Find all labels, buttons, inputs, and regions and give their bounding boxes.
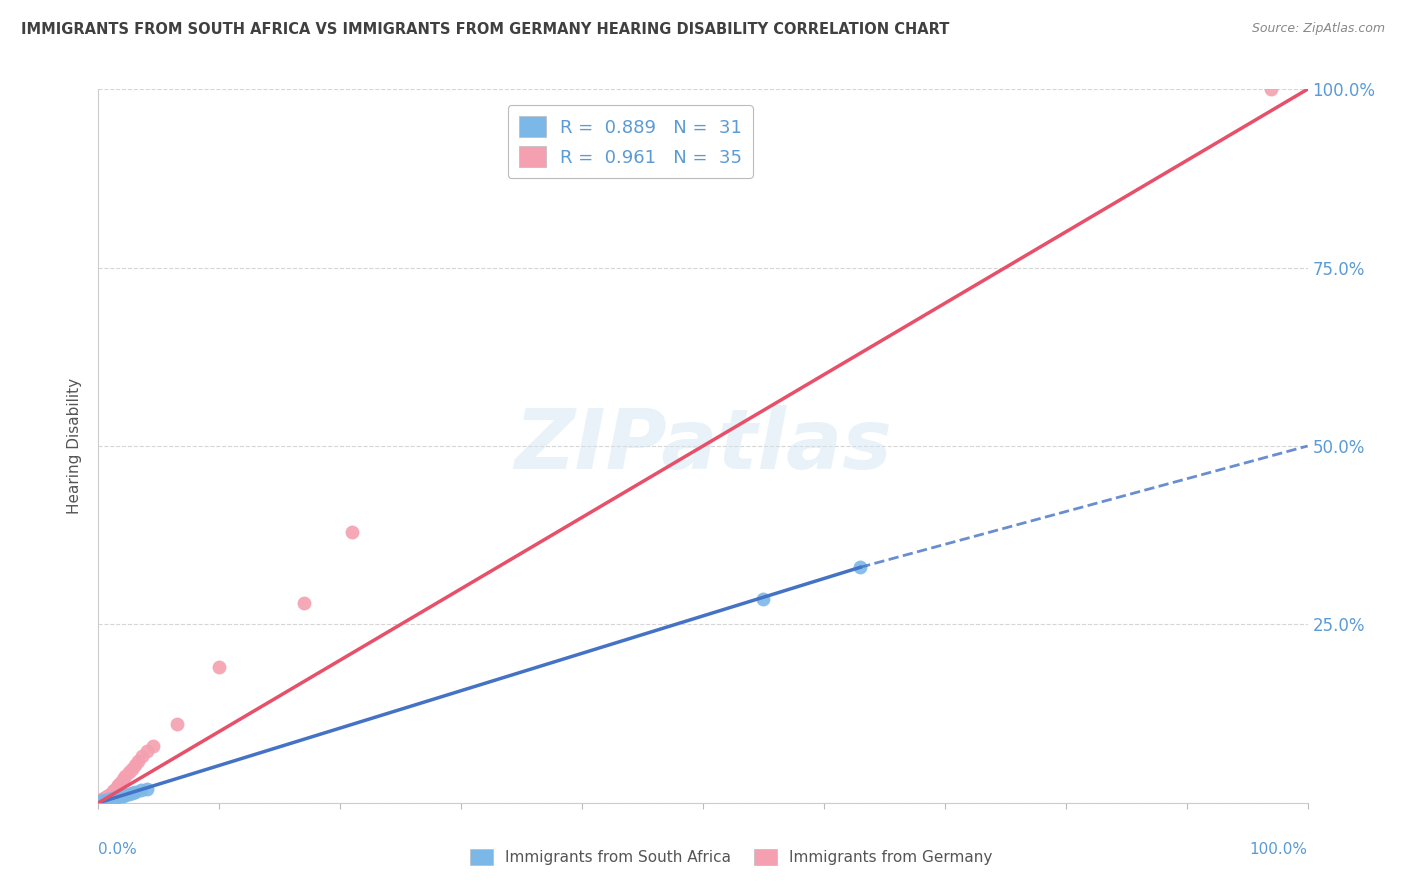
Text: ZIPatlas: ZIPatlas xyxy=(515,406,891,486)
Point xyxy=(849,560,872,574)
Point xyxy=(108,776,131,790)
Point xyxy=(342,524,364,539)
Point xyxy=(118,765,141,780)
Point xyxy=(114,788,136,802)
Point xyxy=(91,794,114,808)
Point xyxy=(104,790,127,805)
Point xyxy=(1260,82,1282,96)
Point xyxy=(129,783,152,797)
Point xyxy=(292,596,315,610)
Point xyxy=(89,794,111,808)
Point xyxy=(131,749,153,764)
Point xyxy=(94,794,117,808)
Point xyxy=(97,789,120,803)
Point xyxy=(166,717,188,731)
Point xyxy=(91,793,114,807)
Point xyxy=(91,791,114,805)
Point xyxy=(90,793,112,807)
Point xyxy=(752,592,775,607)
Point xyxy=(91,792,114,806)
Point xyxy=(107,778,129,792)
Point xyxy=(91,792,114,806)
Point xyxy=(91,794,114,808)
Point xyxy=(111,772,134,787)
Point xyxy=(100,787,122,801)
Text: 0.0%: 0.0% xyxy=(98,842,138,857)
Point xyxy=(124,758,146,772)
Point xyxy=(96,789,118,804)
Point xyxy=(89,795,111,809)
Text: Source: ZipAtlas.com: Source: ZipAtlas.com xyxy=(1251,22,1385,36)
Point xyxy=(105,780,128,794)
Point xyxy=(124,785,146,799)
Legend: Immigrants from South Africa, Immigrants from Germany: Immigrants from South Africa, Immigrants… xyxy=(464,843,998,871)
Point xyxy=(100,786,122,800)
Point xyxy=(90,795,112,809)
Point xyxy=(121,786,143,800)
Point xyxy=(103,790,125,805)
Point xyxy=(96,794,118,808)
Point xyxy=(93,791,115,805)
Point xyxy=(93,790,115,805)
Point xyxy=(103,783,125,797)
Y-axis label: Hearing Disability: Hearing Disability xyxy=(67,378,83,514)
Point xyxy=(107,789,129,804)
Point xyxy=(91,794,114,808)
Point xyxy=(91,795,114,809)
Point xyxy=(135,744,157,758)
Point xyxy=(98,788,121,802)
Text: IMMIGRANTS FROM SOUTH AFRICA VS IMMIGRANTS FROM GERMANY HEARING DISABILITY CORRE: IMMIGRANTS FROM SOUTH AFRICA VS IMMIGRAN… xyxy=(21,22,949,37)
Point xyxy=(100,792,122,806)
Point xyxy=(111,789,134,803)
Point xyxy=(101,791,124,805)
Point xyxy=(93,794,115,808)
Point xyxy=(135,781,157,796)
Point xyxy=(90,794,112,808)
Point xyxy=(142,739,165,753)
Legend: R =  0.889   N =  31, R =  0.961   N =  35: R = 0.889 N = 31, R = 0.961 N = 35 xyxy=(508,105,754,178)
Point xyxy=(96,790,118,805)
Point xyxy=(90,794,112,808)
Point xyxy=(94,793,117,807)
Point xyxy=(97,793,120,807)
Point xyxy=(118,787,141,801)
Point xyxy=(121,762,143,776)
Point xyxy=(127,755,149,769)
Point xyxy=(114,769,136,783)
Point xyxy=(108,789,131,804)
Point xyxy=(94,790,117,805)
Point xyxy=(105,790,128,805)
Text: 100.0%: 100.0% xyxy=(1250,842,1308,857)
Point xyxy=(98,792,121,806)
Point xyxy=(93,794,115,808)
Point xyxy=(208,660,231,674)
Point xyxy=(100,791,122,805)
Point xyxy=(101,784,124,798)
